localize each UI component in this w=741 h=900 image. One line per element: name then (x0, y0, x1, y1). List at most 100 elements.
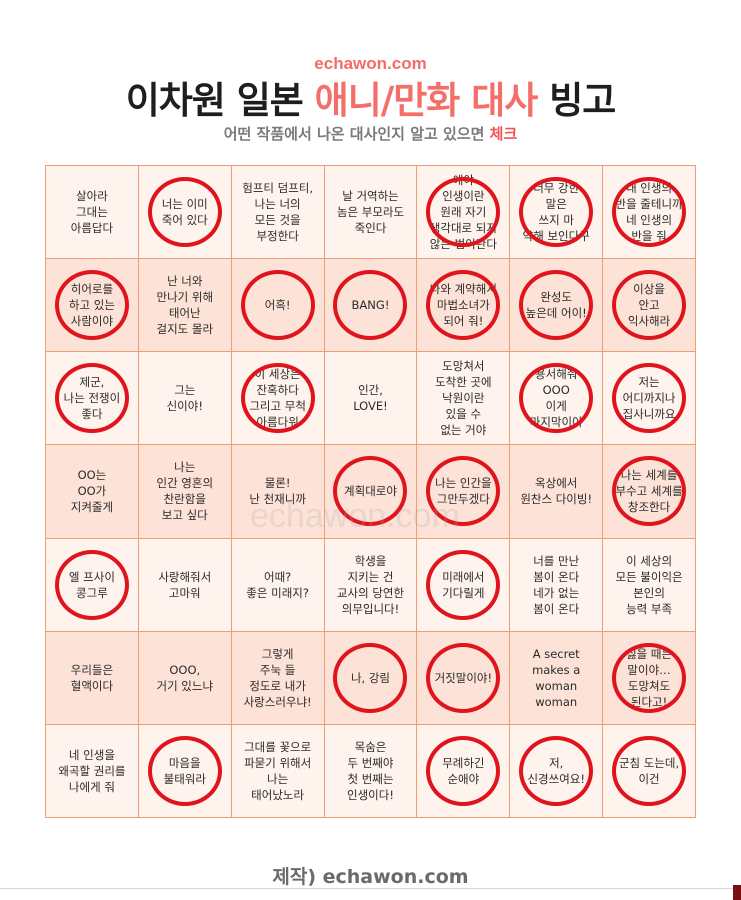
bingo-cell-r2-c5[interactable]: 나와 계약해서 마법소녀가 되어 줘! (417, 259, 511, 353)
bingo-cell-text: 싫을 때는 말이야… 도망쳐도 된다고! (626, 646, 673, 709)
bingo-cell-text: 옥상에서 원찬스 다이빙! (520, 476, 593, 507)
bingo-cell-r1-c2[interactable]: 너는 이미 죽어 있다 (138, 166, 232, 260)
bingo-cell-r5-c1[interactable]: 엘 프사이 콩그루 (46, 538, 139, 632)
bingo-cell-r5-c2[interactable]: 사랑해줘서 고마워 (138, 538, 232, 632)
bingo-cell-r1-c4[interactable]: 날 거역하는 놈은 부모라도 죽인다 (324, 166, 418, 260)
bingo-cell-r6-c3[interactable]: 그렇게 주눅 들 정도로 내가 사랑스러우냐! (231, 631, 325, 725)
bingo-cell-r4-c3[interactable]: 물론! 난 천재니까 (231, 445, 325, 539)
bingo-cell-r6-c7[interactable]: 싫을 때는 말이야… 도망쳐도 된다고! (603, 631, 696, 725)
bingo-cell-r7-c7[interactable]: 군침 도는데, 이건 (603, 724, 696, 818)
bingo-cell-text: 사랑해줘서 고마워 (158, 569, 212, 600)
bingo-cell-r4-c7[interactable]: 나는 세계를 부수고 세계를 창조한다 (603, 445, 696, 539)
bingo-cell-text: 어흑! (264, 298, 291, 313)
bingo-cell-r1-c5[interactable]: 얘야 인생이란 원래 자기 생각대로 되지 않는 법이란다 (417, 166, 511, 260)
bingo-cell-text: 히어로를 하고 있는 사람이야 (68, 282, 115, 329)
bingo-cell-r7-c3[interactable]: 그대를 꽃으로 파묻기 위해서 나는 태어났노라 (231, 724, 325, 818)
bingo-cell-r7-c6[interactable]: 저, 신경쓰여요! (510, 724, 604, 818)
bingo-cell-r2-c7[interactable]: 이상을 안고 익사해라 (603, 259, 696, 353)
bingo-cell-r3-c5[interactable]: 도망쳐서 도착한 곳에 낙원이란 있을 수 없는 거야 (417, 352, 511, 446)
bingo-cell-text: 완성도 높은데 어이! (525, 290, 587, 321)
page-title: 이차원 일본 애니/만화 대사 빙고 (0, 70, 741, 124)
bingo-cell-text: 이상을 안고 익사해라 (627, 282, 671, 329)
bingo-cell-text: 너를 만난 봄이 온다 네가 없는 봄이 온다 (533, 553, 580, 616)
title-part2: 빙고 (537, 79, 616, 122)
bingo-cell-text: 험프티 덤프티, 나는 너의 모든 것을 부정한다 (242, 181, 314, 244)
bingo-cell-r3-c4[interactable]: 인간, LOVE! (324, 352, 418, 446)
bingo-cell-r5-c3[interactable]: 어때? 좋은 미래지? (231, 538, 325, 632)
bingo-cell-r6-c1[interactable]: 우리들은 혈액이다 (46, 631, 139, 725)
bingo-cell-text: 인간, LOVE! (353, 383, 388, 414)
bingo-cell-text: 저는 어디까지나 집사니까요 (622, 375, 676, 422)
bingo-cell-r7-c1[interactable]: 네 인생을 왜곡할 권리를 나에게 줘 (46, 724, 139, 818)
bingo-cell-text: 우리들은 혈액이다 (70, 662, 114, 693)
bingo-cell-r6-c4[interactable]: 나, 강림 (324, 631, 418, 725)
bingo-cell-r1-c7[interactable]: 내 인생의 반을 줄테니까 네 인생의 반을 줘 (603, 166, 696, 260)
bingo-cell-text: 나, 강림 (350, 670, 391, 685)
title-highlight: 애니/만화 대사 (314, 79, 539, 122)
bingo-cell-text: 얘야 인생이란 원래 자기 생각대로 되지 않는 법이란다 (429, 173, 497, 252)
bingo-cell-r5-c5[interactable]: 미래에서 기다릴게 (417, 538, 511, 632)
bingo-cell-r4-c6[interactable]: 옥상에서 원찬스 다이빙! (510, 445, 604, 539)
bingo-cell-r3-c3[interactable]: 이 세상은 잔혹하다 그리고 무척 아름다워 (231, 352, 325, 446)
bingo-cell-text: 그대를 꽃으로 파묻기 위해서 나는 태어났노라 (244, 739, 312, 802)
bingo-cell-text: 너는 이미 죽어 있다 (161, 197, 208, 228)
bingo-cell-r5-c6[interactable]: 너를 만난 봄이 온다 네가 없는 봄이 온다 (510, 538, 604, 632)
subtitle-main: 어떤 작품에서 나온 대사인지 알고 있으면 (223, 125, 490, 143)
bingo-cell-text: OOO, 거기 있느냐 (156, 662, 214, 693)
bingo-cell-r7-c4[interactable]: 목숨은 두 번째야 첫 번째는 인생이다! (324, 724, 418, 818)
bingo-cell-text: 그렇게 주눅 들 정도로 내가 사랑스러우냐! (243, 646, 312, 709)
bingo-cell-text: 물론! 난 천재니까 (249, 476, 306, 507)
bingo-cell-text: 도망쳐서 도착한 곳에 낙원이란 있을 수 없는 거야 (435, 359, 492, 438)
footer-credit: 제작) echawon.com (272, 866, 469, 888)
bingo-cell-r4-c2[interactable]: 나는 인간 영혼의 찬란함을 보고 싶다 (138, 445, 232, 539)
bingo-cell-r5-c4[interactable]: 학생을 지키는 건 교사의 당연한 의무입니다! (324, 538, 418, 632)
bingo-cell-text: 나는 인간 영혼의 찬란함을 보고 싶다 (156, 460, 214, 523)
bingo-cell-r1-c3[interactable]: 험프티 덤프티, 나는 너의 모든 것을 부정한다 (231, 166, 325, 260)
bingo-cell-text: 목숨은 두 번째야 첫 번째는 인생이다! (347, 739, 394, 802)
bingo-cell-r2-c1[interactable]: 히어로를 하고 있는 사람이야 (46, 259, 139, 353)
bingo-cell-text: 마음을 불태워라 (163, 755, 206, 786)
bingo-cell-r6-c5[interactable]: 거짓말이야! (417, 631, 511, 725)
bingo-cell-r6-c2[interactable]: OOO, 거기 있느냐 (138, 631, 232, 725)
bingo-cell-text: 저, 신경쓰여요! (527, 755, 585, 786)
bingo-cell-r4-c1[interactable]: OO는 OO가 지켜줄게 (46, 445, 139, 539)
bingo-cell-r7-c2[interactable]: 마음을 불태워라 (138, 724, 232, 818)
bingo-cell-r4-c5[interactable]: 나는 인간을 그만두겠다 (417, 445, 511, 539)
bingo-cell-text: 내 인생의 반을 줄테니까 네 인생의 반을 줘 (615, 181, 683, 244)
bingo-cell-text: 날 거역하는 놈은 부모라도 죽인다 (336, 189, 405, 236)
subtitle-check: 체크 (489, 125, 518, 143)
bingo-cell-r1-c1[interactable]: 살아라 그대는 아름답다 (46, 166, 139, 260)
bingo-cell-text: 계획대로야 (344, 484, 397, 499)
subtitle: 어떤 작품에서 나온 대사인지 알고 있으면 체크 (0, 123, 741, 144)
edge-marker (733, 885, 741, 900)
bingo-cell-r2-c4[interactable]: BANG! (324, 259, 418, 353)
bingo-cell-r3-c1[interactable]: 제군, 나는 전쟁이 좋다 (46, 352, 139, 446)
bingo-cell-text: 나는 인간을 그만두겠다 (435, 476, 492, 507)
bingo-cell-r2-c6[interactable]: 완성도 높은데 어이! (510, 259, 604, 353)
bingo-cell-r3-c2[interactable]: 그는 신이야! (138, 352, 232, 446)
bingo-cell-r2-c3[interactable]: 어흑! (231, 259, 325, 353)
bingo-cell-r1-c6[interactable]: 너무 강한 말은 쓰지 마 약해 보인다구 (510, 166, 604, 260)
bingo-cell-r4-c4[interactable]: 계획대로야 (324, 445, 418, 539)
bingo-cell-text: 용서해줘 OOO 이게 마지막이야 (529, 367, 583, 430)
bingo-cell-r2-c2[interactable]: 난 너와 만나기 위해 태어난 걸지도 몰라 (138, 259, 232, 353)
bingo-cell-r6-c6[interactable]: A secret makes a woman woman (510, 631, 604, 725)
bingo-cell-text: 거짓말이야! (434, 670, 493, 685)
bingo-cell-text: 너무 강한 말은 쓰지 마 약해 보인다구 (522, 181, 590, 244)
bingo-cell-r3-c6[interactable]: 용서해줘 OOO 이게 마지막이야 (510, 352, 604, 446)
bingo-cell-text: 제군, 나는 전쟁이 좋다 (63, 375, 121, 422)
bingo-cell-text: 엘 프사이 콩그루 (68, 569, 115, 600)
bingo-cell-r5-c7[interactable]: 이 세상의 모든 불이익은 본인의 능력 부족 (603, 538, 696, 632)
site-label: echawon.com (314, 54, 427, 73)
bingo-cell-text: 나와 계약해서 마법소녀가 되어 줘! (429, 282, 497, 329)
bingo-cell-r7-c5[interactable]: 무례하긴 순애야 (417, 724, 511, 818)
bingo-board: 살아라 그대는 아름답다 너는 이미 죽어 있다 험프티 덤프티, 나는 너의 모든… (45, 165, 696, 818)
bingo-cell-text: 난 너와 만나기 위해 태어난 걸지도 몰라 (156, 274, 214, 337)
bingo-cell-text: 학생을 지키는 건 교사의 당연한 의무입니다! (336, 553, 405, 616)
bingo-cell-text: 그는 신이야! (166, 383, 203, 414)
bingo-cell-r3-c7[interactable]: 저는 어디까지나 집사니까요 (603, 352, 696, 446)
bingo-cell-text: BANG! (351, 298, 390, 313)
bingo-cell-text: 군침 도는데, 이건 (618, 755, 680, 786)
bingo-cell-text: 살아라 그대는 아름답다 (70, 189, 114, 236)
bingo-cell-text: 미래에서 기다릴게 (442, 569, 485, 600)
